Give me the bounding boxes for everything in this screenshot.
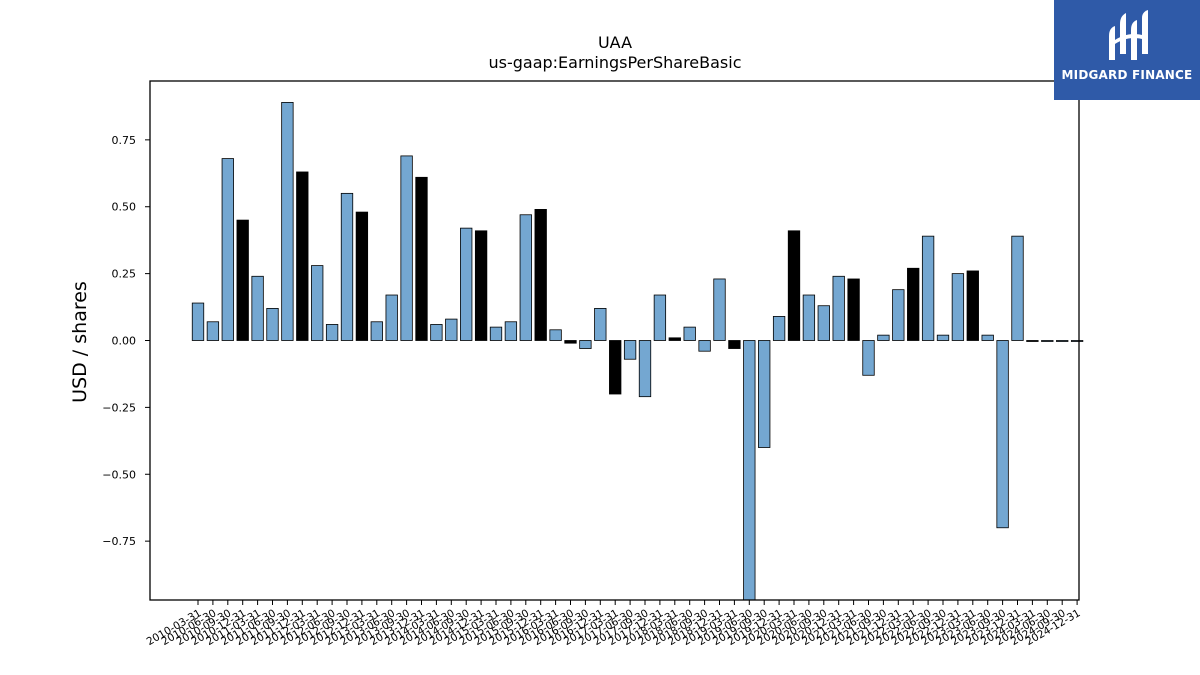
bar-2013-12-31 bbox=[415, 176, 428, 341]
bar-2012-12-31 bbox=[355, 211, 369, 341]
bar-2017-12-31 bbox=[653, 294, 667, 341]
bar-2012-06-30 bbox=[325, 324, 339, 341]
bar-2012-03-31 bbox=[311, 265, 324, 341]
bar-2011-06-30 bbox=[266, 307, 279, 341]
bar-2024-03-31 bbox=[1026, 340, 1039, 342]
bar-2021-12-31 bbox=[892, 289, 905, 341]
bar-2022-12-31 bbox=[951, 273, 965, 341]
bar-2010-12-31 bbox=[236, 219, 249, 341]
bar-2013-06-30 bbox=[385, 294, 398, 341]
bar-2014-09-30 bbox=[460, 227, 473, 341]
bar-2015-03-31 bbox=[489, 326, 503, 341]
bar-2021-09-30 bbox=[877, 334, 890, 341]
chart-title: UAA bbox=[598, 33, 632, 52]
bar-2019-03-31 bbox=[728, 340, 741, 349]
bar-2021-03-31 bbox=[847, 278, 860, 341]
y-tick-label: 0.00 bbox=[112, 335, 137, 348]
bar-2017-09-30 bbox=[638, 340, 652, 398]
y-tick-label: −0.50 bbox=[102, 468, 136, 481]
y-axis: −0.75 −0.50 −0.25 0.00 0.25 0.50 0.75 bbox=[102, 134, 150, 548]
bar-2015-06-30 bbox=[504, 321, 518, 341]
bar-2015-09-30 bbox=[519, 214, 532, 341]
bar-2014-12-31 bbox=[474, 230, 488, 341]
chart-subtitle: us-gaap:EarningsPerShareBasic bbox=[488, 53, 741, 72]
bar-2016-06-30 bbox=[564, 340, 577, 344]
bar-2019-12-31 bbox=[772, 316, 786, 341]
bar-2019-09-30 bbox=[758, 340, 771, 448]
y-tick-label: −0.25 bbox=[102, 401, 136, 414]
bar-2022-06-30 bbox=[921, 235, 935, 341]
bar-2016-12-31 bbox=[594, 307, 607, 341]
y-tick-label: 0.75 bbox=[112, 134, 137, 147]
bar-2013-09-30 bbox=[400, 155, 413, 341]
bar-2023-12-31 bbox=[1011, 235, 1024, 341]
bar-2011-09-30 bbox=[281, 102, 294, 341]
bar-2022-09-30 bbox=[936, 334, 950, 341]
y-axis-label: USD / shares bbox=[69, 281, 91, 403]
bar-2018-09-30 bbox=[698, 340, 711, 352]
midgard-finance-logo: MIDGARD FINANCE bbox=[1054, 0, 1200, 100]
bar-2021-06-30 bbox=[862, 340, 875, 376]
bar-2012-09-30 bbox=[340, 192, 354, 341]
y-tick-label: 0.50 bbox=[112, 201, 137, 214]
bar-2010-03-31 bbox=[191, 302, 205, 341]
bar-2020-06-30 bbox=[802, 294, 816, 341]
bar-2014-06-30 bbox=[445, 318, 458, 341]
bar-2014-03-31 bbox=[430, 324, 443, 341]
bar-2011-03-31 bbox=[251, 275, 264, 341]
bar-2016-03-31 bbox=[549, 329, 562, 341]
bar-2017-06-30 bbox=[623, 340, 637, 360]
bar-2015-12-31 bbox=[534, 209, 547, 341]
plot-frame bbox=[149, 80, 1080, 601]
bars-group bbox=[191, 102, 1084, 601]
y-tick-label: 0.25 bbox=[112, 268, 137, 281]
bar-2016-09-30 bbox=[579, 340, 592, 349]
midgard-logo-icon bbox=[1109, 10, 1148, 60]
bar-2020-12-31 bbox=[832, 275, 845, 341]
bar-2024-09-30 bbox=[1056, 340, 1069, 342]
bar-2024-06-30 bbox=[1041, 340, 1054, 342]
bar-2023-09-30 bbox=[996, 340, 1009, 529]
bar-2011-12-31 bbox=[296, 171, 309, 341]
bar-2020-09-30 bbox=[817, 305, 830, 341]
bar-2018-06-30 bbox=[683, 326, 696, 341]
bar-2023-03-31 bbox=[966, 270, 979, 341]
bar-2013-03-31 bbox=[370, 321, 383, 341]
bar-2018-12-31 bbox=[713, 278, 726, 341]
logo-text: MIDGARD FINANCE bbox=[1061, 68, 1193, 82]
bar-2010-06-30 bbox=[206, 321, 220, 341]
bar-2020-03-31 bbox=[787, 230, 801, 341]
bar-2024-12-31 bbox=[1070, 340, 1084, 342]
bar-2022-03-31 bbox=[907, 267, 920, 341]
bar-2019-06-30 bbox=[743, 340, 756, 601]
y-tick-label: −0.75 bbox=[102, 535, 136, 548]
bar-2010-09-30 bbox=[221, 158, 234, 341]
bar-2018-03-31 bbox=[668, 337, 681, 341]
bar-2023-06-30 bbox=[981, 334, 994, 341]
bar-2017-03-31 bbox=[609, 340, 622, 395]
x-axis: 2010-03-312010-06-302010-09-302010-12-31… bbox=[145, 600, 1083, 648]
